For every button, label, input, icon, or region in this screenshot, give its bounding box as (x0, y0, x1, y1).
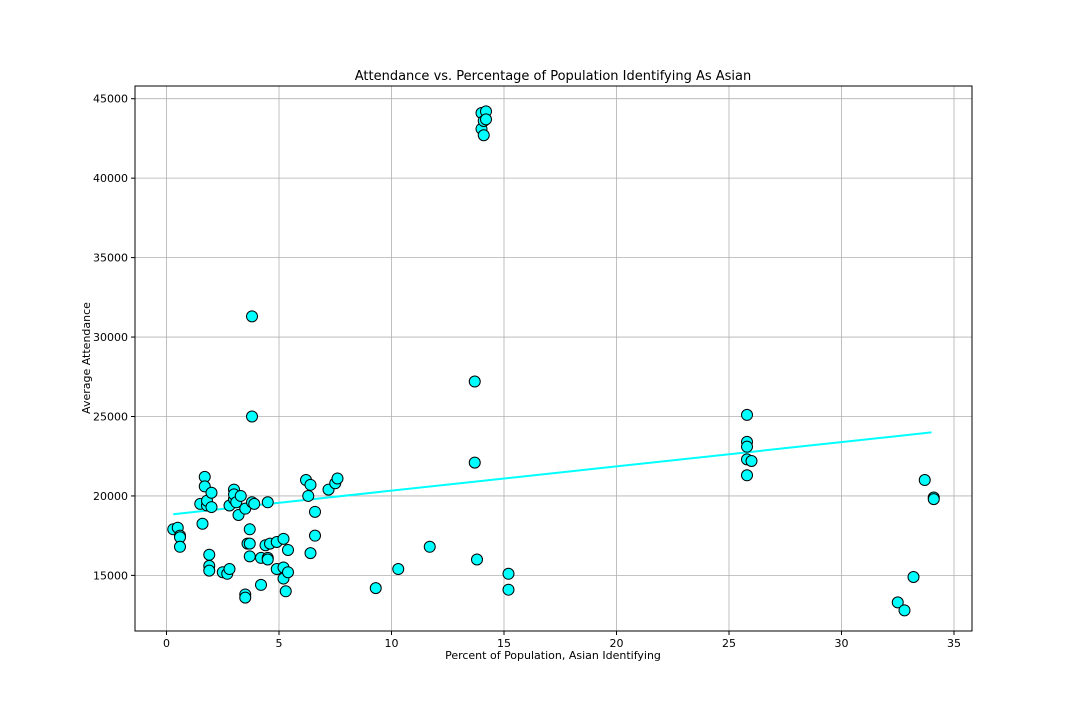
grid-lines (135, 86, 972, 631)
data-point (282, 543, 294, 556)
data-point (477, 129, 490, 142)
x-tick-label: 10 (385, 637, 399, 650)
data-point (223, 563, 236, 576)
data-point (369, 582, 382, 595)
data-point (745, 454, 758, 467)
data-point (246, 310, 258, 323)
y-tick-label: 20000 (93, 490, 128, 503)
plot-frame (134, 85, 973, 632)
data-point (502, 583, 515, 596)
y-tick-label: 15000 (93, 569, 128, 582)
data-point (480, 113, 492, 126)
data-points (167, 105, 940, 617)
data-point (468, 375, 481, 388)
data-point (907, 570, 920, 583)
data-point (234, 489, 247, 502)
data-point (309, 505, 321, 518)
data-point (502, 567, 515, 580)
x-tick-label: 20 (610, 637, 624, 650)
data-point (741, 469, 753, 482)
data-point (302, 489, 315, 502)
data-point (331, 472, 344, 485)
data-point (277, 532, 290, 545)
data-point (196, 517, 209, 530)
data-point (239, 591, 252, 604)
x-tick-label: 30 (835, 637, 849, 650)
x-tick-label: 0 (163, 637, 170, 650)
x-axis-ticks: 0 5 10 15 20 25 30 35 (163, 631, 961, 650)
y-tick-label: 25000 (93, 410, 128, 423)
data-point (243, 523, 256, 536)
x-tick-label: 5 (276, 637, 283, 650)
data-point (392, 563, 405, 576)
data-point (279, 585, 292, 598)
data-point (741, 408, 753, 421)
chart-title: Attendance vs. Percentage of Population … (355, 69, 752, 84)
trendline-group (173, 431, 932, 516)
data-point (174, 540, 186, 553)
y-tick-label: 35000 (93, 252, 128, 265)
data-point (927, 493, 940, 506)
y-tick-label: 30000 (93, 331, 128, 344)
data-point (261, 496, 274, 509)
x-tick-label: 35 (947, 637, 961, 650)
data-point (282, 566, 294, 579)
data-point (898, 604, 911, 617)
plot-background (135, 86, 972, 631)
data-point (918, 474, 931, 487)
y-tick-label: 45000 (93, 93, 128, 106)
data-point (471, 553, 483, 566)
data-point (243, 550, 256, 563)
data-point (203, 548, 216, 561)
data-point (205, 501, 218, 514)
data-point (304, 478, 317, 491)
data-point (741, 440, 753, 453)
x-tick-label: 15 (497, 637, 511, 650)
data-point (304, 547, 317, 560)
trendline (173, 431, 932, 516)
data-point (203, 564, 216, 577)
data-point (205, 486, 218, 499)
x-axis-label: Percent of Population, Asian Identifying (445, 649, 661, 662)
data-point (261, 553, 274, 566)
x-tick-label: 25 (722, 637, 736, 650)
y-axis-label: Average Attendance (80, 302, 93, 414)
y-tick-label: 40000 (93, 172, 128, 185)
data-point (248, 497, 261, 510)
data-point (246, 410, 258, 423)
data-point (243, 537, 256, 550)
data-point (468, 456, 481, 469)
data-point (255, 578, 267, 591)
data-point (309, 529, 321, 542)
data-point (423, 540, 436, 553)
data-point (891, 596, 904, 609)
y-axis-ticks: 15000 20000 25000 30000 35000 40000 45000 (93, 93, 135, 582)
